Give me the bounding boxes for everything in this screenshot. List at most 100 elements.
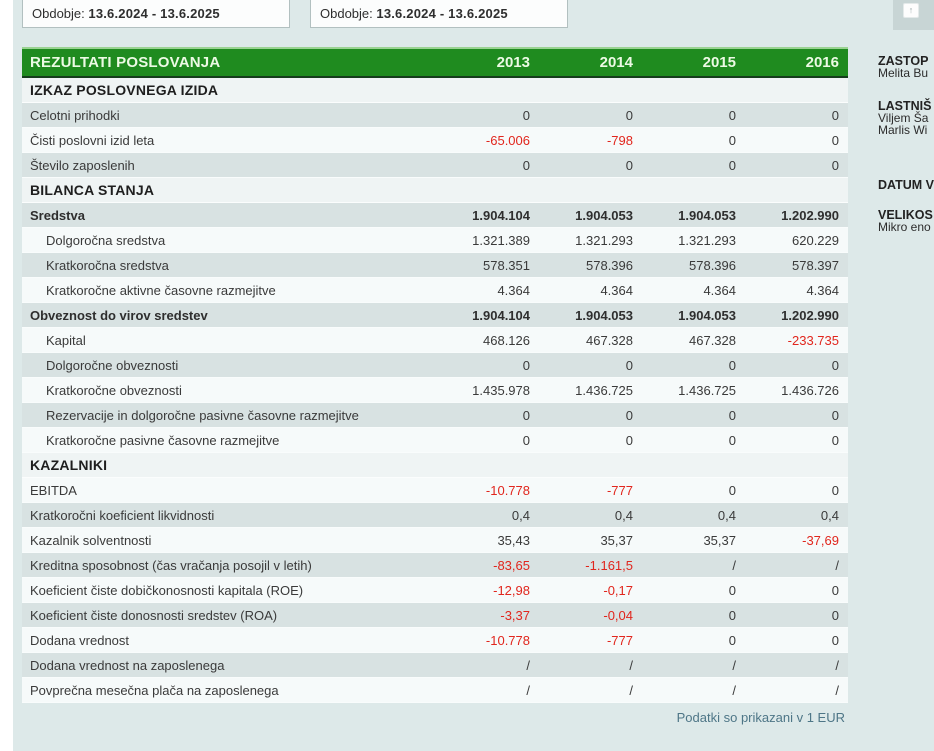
value-cell: 1.904.053 [575,307,633,323]
section-header: KAZALNIKI [22,453,848,478]
row-label: Kratkoročna sredstva [46,257,169,273]
table-row: Kazalnik solventnosti 35,43 35,37 35,37 -37,… [22,528,848,553]
value-cell: / [835,682,839,698]
value-cell: 0 [831,482,839,498]
value-cell: 0 [831,607,839,623]
table-row: EBITDA -10.778 -777 0 0 [22,478,848,503]
period-box-left[interactable]: Obdobje: 13.6.2024 - 13.6.2025 [22,0,290,28]
value-cell: 0 [728,432,736,448]
value-cell: 0 [728,607,736,623]
info-group-value: Melita Bu [878,66,929,81]
row-label: Sredstva [30,207,85,223]
info-group-label: ZASTOP [878,54,929,68]
value-cell: / [835,557,839,573]
value-cell: 1.435.978 [472,382,530,398]
row-label: Celotni prihodki [30,107,120,123]
value-cell: / [732,682,736,698]
value-cell: 0 [831,132,839,148]
value-cell: 0 [522,157,530,173]
value-cell: -777 [606,632,633,648]
value-cell: 1.436.725 [575,382,633,398]
info-group-value: Viljem Ša [878,110,929,125]
table-row: Koeficient čiste donosnosti sredstev (RO… [22,603,848,628]
value-cell: 578.396 [689,257,736,273]
info-group-label: DATUM V [878,178,934,193]
value-cell: -777 [606,482,633,498]
value-cell: -10.778 [485,632,530,648]
table-row: Kratkoročne obveznosti 1.435.978 1.436.725… [22,378,848,403]
value-cell: 0 [831,107,839,123]
value-cell: 0,4 [820,507,839,523]
value-cell: -0,17 [603,582,633,598]
value-cell: 0 [522,107,530,123]
value-cell: 578.351 [483,257,530,273]
table-row: Kratkoročni koeficient likvidnosti 0,4 0,4… [22,503,848,528]
period-box-right[interactable]: Obdobje: 13.6.2024 - 13.6.2025 [310,0,568,28]
row-label: Koeficient čiste dobičkonosnosti kapital… [30,582,304,598]
value-cell: 1.321.293 [678,232,736,248]
value-cell: 1.904.053 [678,207,736,223]
period-range: 13.6.2024 - 13.6.2025 [376,6,508,21]
value-cell: -10.778 [485,482,530,498]
value-cell: 0 [831,582,839,598]
table-row: Celotni prihodki 0 0 0 0 [22,103,848,128]
value-cell: 0 [831,432,839,448]
value-cell: 1.321.389 [472,232,530,248]
info-group-value: Mikro eno [878,220,931,235]
value-cell: 0 [728,582,736,598]
value-cell: 35,43 [497,532,530,548]
table-row: Obveznost do virov sredstev 1.904.104 1.90… [22,303,848,328]
value-cell: 0 [625,357,633,373]
row-label: Rezervacije in dolgoročne pasivne časovn… [46,407,359,423]
value-cell: 1.436.726 [781,382,839,398]
table-header: REZULTATI POSLOVANJA 2013 2014 2015 2016 [22,47,848,78]
value-cell: 0 [728,407,736,423]
period-range: 13.6.2024 - 13.6.2025 [88,6,220,21]
row-label: Kratkoročne pasivne časovne razmejitve [46,432,280,448]
table-row: Čisti poslovni izid leta -65.006 -798 0 0 [22,128,848,153]
table-row: Kratkoročne pasivne časovne razmejitve 0 0… [22,428,848,453]
year-column-header: 2013 [496,54,530,71]
table-row: Kratkoročne aktivne časovne razmejitve 4.… [22,278,848,303]
period-prefix: Obdobje: [32,6,85,21]
value-cell: 4.364 [497,282,530,298]
value-cell: -37,69 [802,532,839,548]
info-group-value: Marlis Wi [878,123,928,138]
left-margin-strip [0,0,13,751]
table-row: Dolgoročne obveznosti 0 0 0 0 [22,353,848,378]
year-column-header: 2016 [805,54,839,71]
value-cell: / [629,682,633,698]
value-cell: 0 [831,357,839,373]
value-cell: 0 [831,407,839,423]
row-label: EBITDA [30,482,77,498]
value-cell: 578.396 [586,257,633,273]
results-table: REZULTATI POSLOVANJA 2013 2014 2015 2016 IZ… [22,47,848,725]
value-cell: -233.735 [787,332,839,348]
value-cell: 0 [625,432,633,448]
arrow-up-button[interactable]: ↑ [903,3,919,18]
year-column-header: 2015 [702,54,736,71]
row-label: Obveznost do virov sredstev [30,307,208,323]
table-row: Kratkoročna sredstva 578.351 578.396 578.39… [22,253,848,278]
value-cell: 1.202.990 [781,207,839,223]
value-cell: 0 [728,157,736,173]
table-row: Sredstva 1.904.104 1.904.053 1.904.053 1.202… [22,203,848,228]
value-cell: 620.229 [792,232,839,248]
row-label: Kratkoročni koeficient likvidnosti [30,507,215,523]
row-label: Čisti poslovni izid leta [30,132,155,148]
value-cell: 0 [728,482,736,498]
value-cell: / [629,657,633,673]
value-cell: 467.328 [586,332,633,348]
value-cell: 1.321.293 [575,232,633,248]
value-cell: 467.328 [689,332,736,348]
value-cell: 0 [831,157,839,173]
period-text: Obdobje: 13.6.2024 - 13.6.2025 [320,6,508,21]
row-label: Kazalnik solventnosti [30,532,152,548]
year-column-header: 2014 [599,54,633,71]
value-cell: 0 [728,132,736,148]
value-cell: 0 [625,107,633,123]
value-cell: -12,98 [493,582,530,598]
table-row: Kreditna sposobnost (čas vračanja posoji… [22,553,848,578]
value-cell: 0 [522,432,530,448]
value-cell: 0 [625,157,633,173]
